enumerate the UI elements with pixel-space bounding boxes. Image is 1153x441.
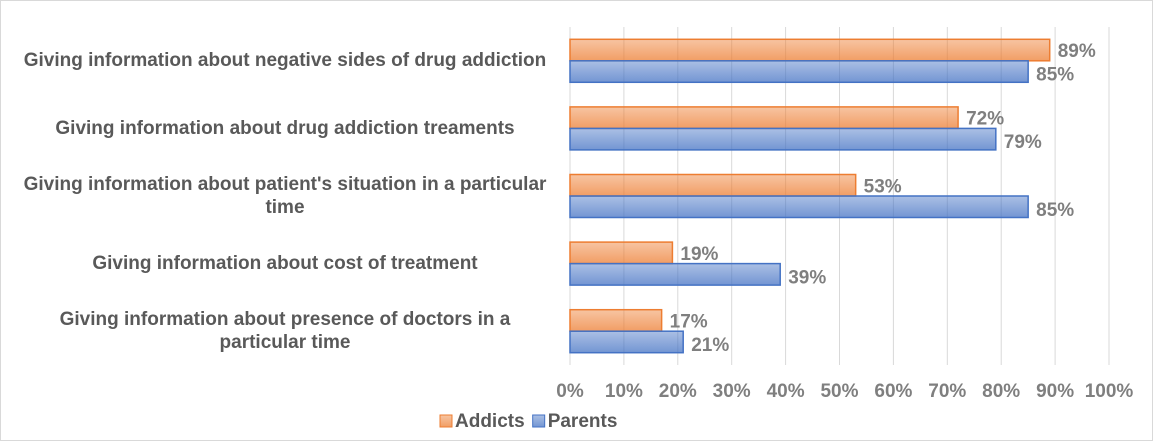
y-tick-label: Giving information about presence of doc…: [59, 309, 511, 354]
data-label: 21%: [691, 335, 729, 356]
data-label: 85%: [1036, 200, 1074, 221]
y-tick-label: Giving information about negative sides …: [23, 50, 547, 72]
bar: [569, 195, 1029, 219]
bar: [569, 241, 674, 265]
y-tick-label: Giving information about patient's situa…: [23, 174, 547, 218]
category-label-box: Giving information about drug addiction …: [55, 117, 515, 139]
x-tick-label: 0%: [556, 381, 584, 402]
x-tick-label: 70%: [928, 381, 966, 402]
data-label: 85%: [1036, 65, 1074, 86]
legend-swatch: [532, 414, 546, 428]
bar: [569, 308, 663, 332]
x-tick-label: 60%: [874, 381, 912, 402]
category-label-box: Giving information about negative sides …: [23, 50, 547, 72]
data-label: 19%: [680, 244, 718, 265]
bar: [569, 262, 781, 286]
legend-swatch: [439, 414, 453, 428]
x-tick-label: 80%: [982, 381, 1020, 402]
y-tick-label: Giving information about drug addiction …: [55, 117, 515, 139]
data-label: 39%: [788, 267, 826, 288]
x-tick-label: 10%: [605, 381, 643, 402]
bar: [569, 60, 1029, 84]
legend-label: Parents: [548, 411, 618, 432]
data-label: 17%: [670, 311, 708, 332]
data-label: 89%: [1058, 41, 1096, 62]
x-tick-label: 90%: [1036, 381, 1074, 402]
data-label: 72%: [966, 109, 1004, 130]
category-label-box: Giving information about patient's situa…: [23, 174, 547, 218]
x-tick-label: 50%: [820, 381, 858, 402]
x-tick-label: 20%: [659, 381, 697, 402]
category-label-box: Giving information about cost of treatme…: [92, 253, 478, 275]
legend-label: Addicts: [455, 411, 525, 432]
bar: [569, 173, 857, 197]
x-tick-label: 100%: [1085, 381, 1134, 402]
x-tick-label: 30%: [713, 381, 751, 402]
bar: [569, 106, 959, 130]
bar: [569, 38, 1051, 62]
data-label: 79%: [1004, 132, 1042, 153]
bar: [569, 330, 684, 354]
y-tick-label: Giving information about cost of treatme…: [92, 253, 478, 275]
category-label-box: Giving information about presence of doc…: [59, 309, 511, 354]
data-label: 53%: [864, 176, 902, 197]
x-tick-label: 40%: [767, 381, 805, 402]
bar: [569, 127, 997, 151]
